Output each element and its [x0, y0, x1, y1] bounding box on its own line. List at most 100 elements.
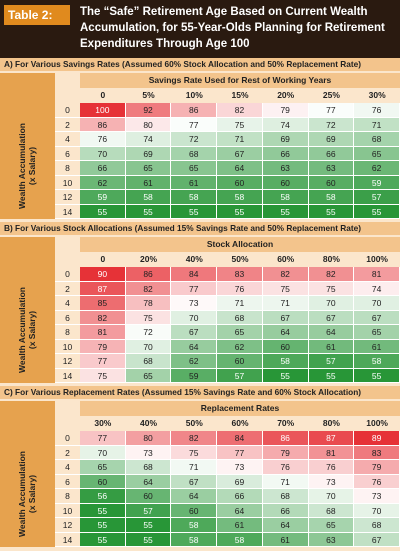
table-cell: 60 — [308, 175, 355, 190]
table-cell: 56 — [80, 489, 126, 504]
table-cell: 58 — [308, 190, 355, 205]
table-cell: 60 — [80, 474, 126, 489]
column-header: 60% — [217, 416, 263, 431]
column-header: 60% — [262, 252, 309, 267]
table-cell: 76 — [308, 460, 355, 475]
column-header: 50% — [171, 416, 218, 431]
table-cell: 67 — [262, 310, 309, 325]
table-cell: 67 — [171, 325, 218, 340]
table-cell: 57 — [354, 190, 400, 205]
table-cell: 82 — [80, 310, 126, 325]
section-title: B) For Various Stock Allocations (Assume… — [0, 222, 400, 235]
table-cell: 76 — [262, 460, 309, 475]
table-cell: 71 — [354, 117, 400, 132]
table-cell: 70 — [125, 339, 172, 354]
table-cell: 75 — [80, 368, 126, 383]
table-cell: 55 — [262, 368, 309, 383]
table-cell: 74 — [354, 281, 400, 296]
table-cell: 82 — [171, 431, 218, 446]
row-axis-label-line: Wealth Accumulation — [17, 123, 27, 209]
table-cell: 55 — [80, 518, 126, 533]
table-cell: 92 — [125, 103, 172, 118]
column-header: 100% — [354, 416, 400, 431]
table-cell: 60 — [125, 489, 172, 504]
table-cell: 72 — [308, 117, 355, 132]
row-axis-label-line: Wealth Accumulation — [17, 451, 27, 537]
table-cell: 75 — [308, 281, 355, 296]
table-cell: 55 — [308, 368, 355, 383]
table-cell: 79 — [354, 460, 400, 475]
table-cell: 89 — [354, 431, 400, 446]
table-cell: 90 — [80, 267, 126, 282]
table-cell: 85 — [80, 296, 126, 311]
row-axis-label-line: Wealth Accumulation — [17, 287, 27, 373]
table-cell: 72 — [125, 325, 172, 340]
table-label: Table 2: — [4, 5, 70, 25]
table-cell: 60 — [262, 339, 309, 354]
table-cell: 82 — [217, 103, 263, 118]
row-label: 2 — [55, 445, 80, 460]
column-header: 80% — [308, 252, 355, 267]
table-cell: 70 — [80, 146, 126, 161]
row-label: 14 — [55, 532, 80, 547]
row-axis-label-line: (x Salary) — [27, 474, 37, 514]
table-cell: 61 — [217, 518, 263, 533]
table-cell: 55 — [125, 204, 172, 219]
table-cell: 71 — [171, 460, 218, 475]
table-cell: 58 — [262, 354, 309, 369]
table-cell: 80 — [125, 431, 172, 446]
row-label: 0 — [55, 103, 80, 118]
table-cell: 68 — [354, 518, 400, 533]
table-cell: 55 — [308, 204, 355, 219]
table-cell: 74 — [262, 117, 309, 132]
column-group: Stock Allocation — [80, 237, 400, 252]
table-cell: 86 — [171, 103, 218, 118]
row-label: 12 — [55, 190, 80, 205]
table-cell: 73 — [125, 445, 172, 460]
row-label: 10 — [55, 175, 80, 190]
row-label: 12 — [55, 354, 80, 369]
row-label: 0 — [55, 431, 80, 446]
column-header: 20% — [262, 88, 309, 103]
table-cell: 64 — [217, 503, 263, 518]
table-cell: 77 — [171, 281, 218, 296]
table-cell: 73 — [217, 460, 263, 475]
table-cell: 69 — [125, 146, 172, 161]
row-label: 10 — [55, 339, 80, 354]
table-cell: 68 — [262, 489, 309, 504]
table-cell: 73 — [171, 296, 218, 311]
row-axis-label-line: (x Salary) — [27, 310, 37, 350]
column-header: 10% — [171, 88, 218, 103]
table-cell: 55 — [217, 204, 263, 219]
table-cell: 81 — [308, 445, 355, 460]
table-cell: 86 — [125, 267, 172, 282]
header: Table 2: The “Safe” Retirement Age Based… — [0, 0, 400, 58]
table-cell: 58 — [217, 190, 263, 205]
table-cell: 61 — [262, 532, 309, 547]
row-label: 8 — [55, 489, 80, 504]
column-header: 50% — [217, 252, 263, 267]
table-cell: 67 — [354, 532, 400, 547]
table-cell: 75 — [125, 310, 172, 325]
table-cell: 73 — [308, 474, 355, 489]
table-cell: 71 — [217, 132, 263, 147]
table-cell: 62 — [80, 175, 126, 190]
table-cell: 65 — [125, 368, 172, 383]
table-cell: 67 — [171, 474, 218, 489]
row-label: 14 — [55, 368, 80, 383]
table-cell: 58 — [171, 190, 218, 205]
table-cell: 73 — [354, 489, 400, 504]
table-cell: 66 — [262, 503, 309, 518]
table-cell: 57 — [308, 354, 355, 369]
column-header: 5% — [125, 88, 172, 103]
row-label: 0 — [55, 267, 80, 282]
table-cell: 82 — [308, 267, 355, 282]
table-cell: 70 — [171, 310, 218, 325]
table-cell: 60 — [217, 354, 263, 369]
row-axis-label-line: (x Salary) — [27, 146, 37, 186]
table-cell: 65 — [171, 161, 218, 176]
table-cell: 68 — [125, 460, 172, 475]
column-group: Replacement Rates — [80, 401, 400, 416]
table-cell: 60 — [171, 503, 218, 518]
